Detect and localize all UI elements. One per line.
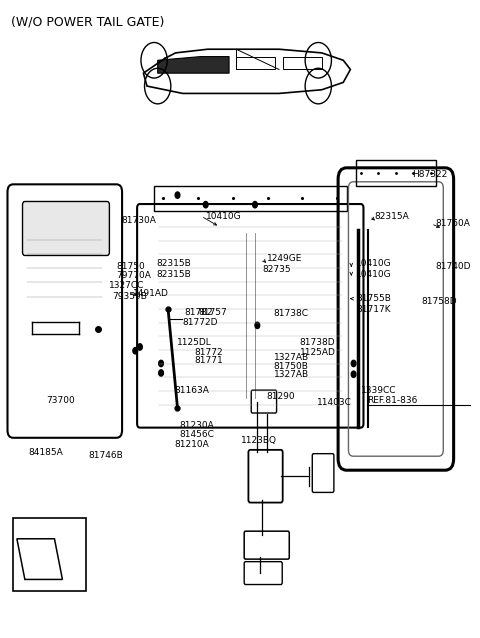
Circle shape bbox=[138, 344, 142, 350]
Text: 82315B: 82315B bbox=[156, 259, 191, 268]
Text: 82735: 82735 bbox=[262, 265, 291, 274]
Text: 81738D: 81738D bbox=[300, 338, 335, 347]
Text: 73700: 73700 bbox=[46, 396, 75, 404]
Circle shape bbox=[159, 360, 163, 367]
Text: 1491AD: 1491AD bbox=[133, 289, 169, 298]
Text: 81290: 81290 bbox=[267, 392, 295, 401]
Circle shape bbox=[351, 360, 356, 367]
Text: 10410G: 10410G bbox=[205, 212, 241, 221]
Circle shape bbox=[255, 322, 260, 329]
Bar bbox=[13, 518, 86, 591]
Text: 81757: 81757 bbox=[199, 308, 228, 317]
Circle shape bbox=[204, 202, 208, 208]
Text: 81750B: 81750B bbox=[274, 362, 309, 371]
Text: 81456C: 81456C bbox=[179, 430, 214, 439]
Text: 1327CC: 1327CC bbox=[109, 281, 145, 290]
Text: 11403C: 11403C bbox=[317, 398, 352, 407]
Text: 81163A: 81163A bbox=[174, 385, 209, 395]
Text: 81772D: 81772D bbox=[182, 318, 218, 327]
Text: 81730A: 81730A bbox=[121, 216, 156, 225]
Text: 81750: 81750 bbox=[117, 262, 145, 271]
Text: 79359B: 79359B bbox=[112, 292, 146, 301]
Text: 10410G: 10410G bbox=[356, 270, 392, 279]
Text: 81755B: 81755B bbox=[356, 294, 391, 303]
Text: 81740D: 81740D bbox=[436, 262, 471, 271]
Text: 81760A: 81760A bbox=[436, 219, 471, 228]
Text: 1327AB: 1327AB bbox=[274, 353, 309, 362]
Text: (W/O POWER TAIL GATE): (W/O POWER TAIL GATE) bbox=[11, 15, 164, 28]
Text: REF.81-836: REF.81-836 bbox=[367, 396, 417, 404]
Text: 1249GE: 1249GE bbox=[267, 254, 302, 263]
Text: 10410G: 10410G bbox=[356, 258, 392, 267]
Circle shape bbox=[351, 371, 356, 378]
Text: 81772: 81772 bbox=[194, 348, 223, 357]
Text: 84185A: 84185A bbox=[29, 448, 63, 457]
Text: 1339CC: 1339CC bbox=[360, 385, 396, 395]
Text: 81738C: 81738C bbox=[274, 309, 309, 318]
Text: 81746B: 81746B bbox=[88, 451, 123, 460]
Text: 1123BQ: 1123BQ bbox=[241, 436, 277, 445]
Circle shape bbox=[133, 348, 138, 354]
Text: 1125DL: 1125DL bbox=[177, 338, 211, 347]
Text: 81230A: 81230A bbox=[179, 421, 214, 430]
FancyBboxPatch shape bbox=[23, 202, 109, 255]
Circle shape bbox=[175, 192, 180, 198]
Circle shape bbox=[252, 202, 257, 208]
Polygon shape bbox=[157, 57, 229, 73]
Text: 1327AB: 1327AB bbox=[274, 371, 309, 380]
Circle shape bbox=[159, 370, 163, 376]
Text: 81782: 81782 bbox=[184, 308, 213, 317]
Text: 1125AD: 1125AD bbox=[300, 348, 336, 357]
Bar bbox=[154, 186, 347, 211]
Text: 82315B: 82315B bbox=[156, 270, 191, 279]
Text: 82315A: 82315A bbox=[375, 212, 409, 221]
Text: 81771: 81771 bbox=[194, 356, 223, 365]
Text: 81210A: 81210A bbox=[174, 440, 209, 449]
Text: 79770A: 79770A bbox=[117, 271, 151, 280]
Text: 81717K: 81717K bbox=[356, 305, 391, 314]
Text: 81758D: 81758D bbox=[422, 297, 457, 306]
Text: H87322: H87322 bbox=[412, 170, 447, 179]
